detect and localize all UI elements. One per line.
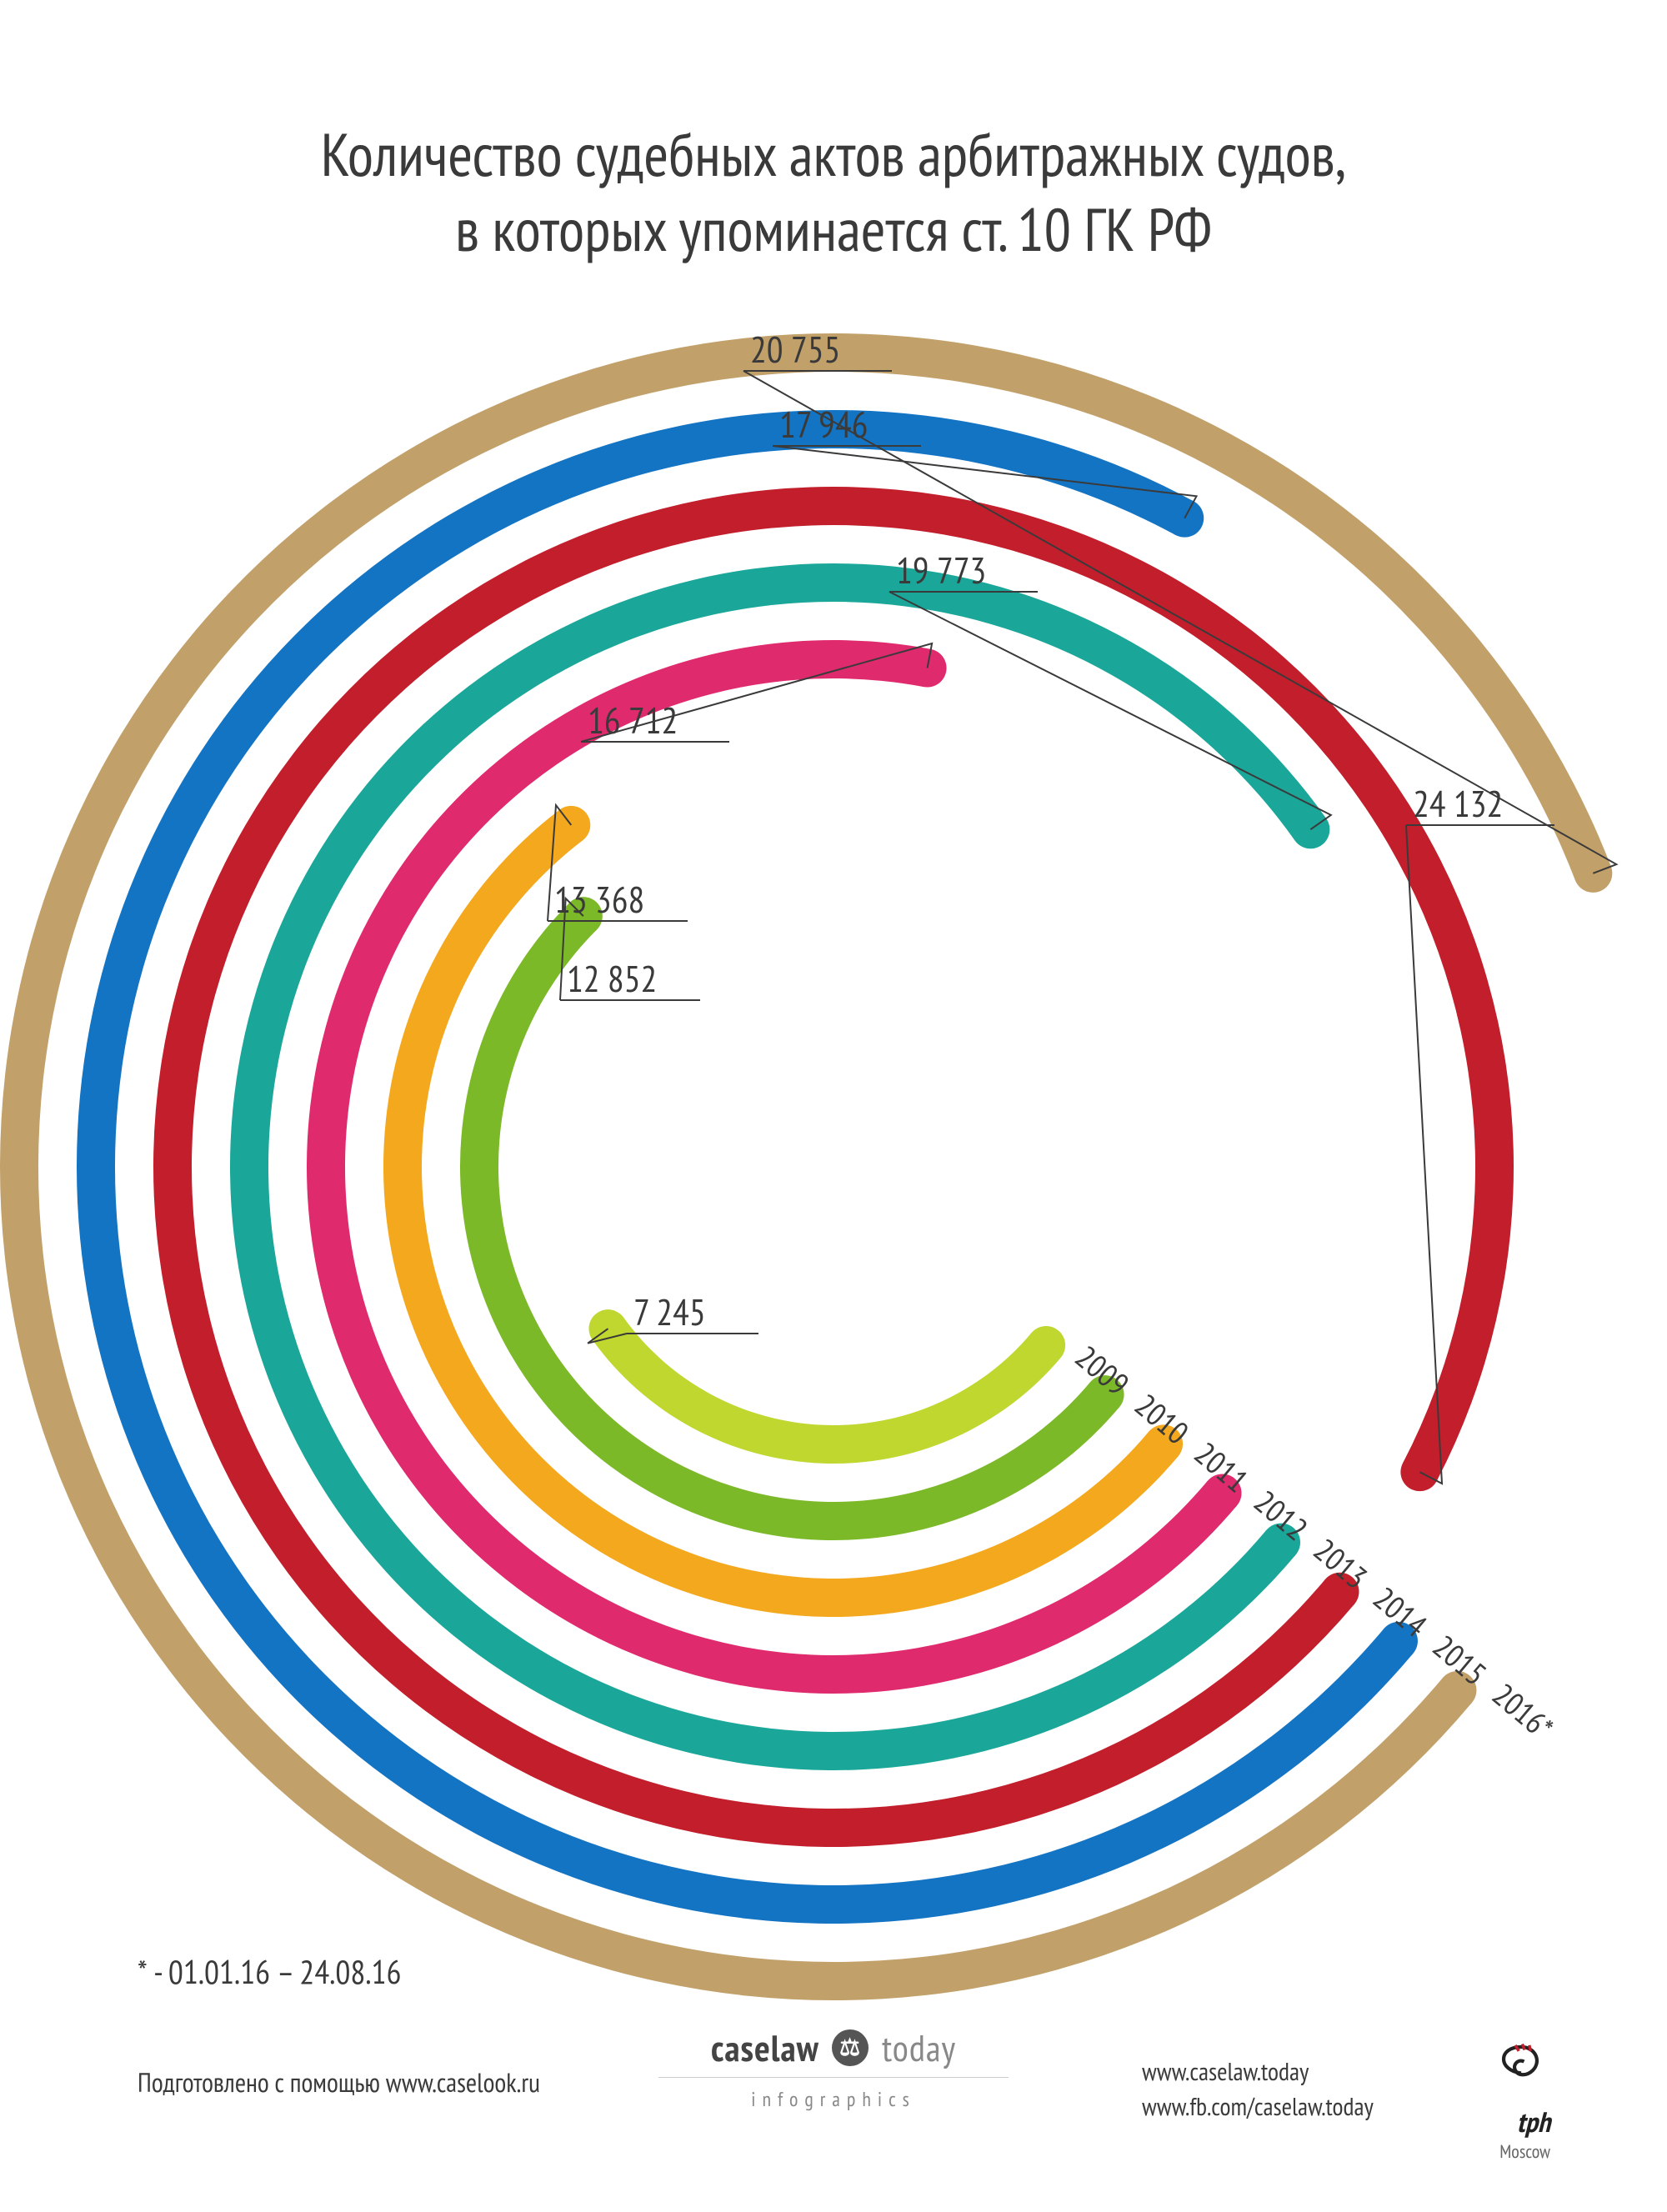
value-label-2014: 24 132 (1413, 780, 1503, 828)
footer-prepared: Подготовлено с помощью www.caselook.ru (138, 2064, 540, 2099)
page: Количество судебных актов арбитражных су… (0, 0, 1667, 2212)
value-label-2010: 12 852 (567, 955, 657, 1003)
arc-2009 (593, 1318, 1061, 1464)
year-label-2011: 2011 (1186, 1434, 1256, 1502)
footer-link-2: www.fb.com/caselaw.today (1142, 2089, 1374, 2124)
arc-2011 (383, 810, 1179, 1617)
brand-subtitle: infographics (658, 2077, 1009, 2112)
brand-left: caselaw (711, 2024, 818, 2072)
year-label-2016: 2016* (1484, 1674, 1561, 1749)
year-label-2012: 2012 (1246, 1481, 1316, 1549)
value-label-2016: 20 755 (750, 326, 840, 373)
tph-city: Moscow (1492, 2140, 1550, 2164)
shell-icon (1492, 2041, 1550, 2099)
footer-brand: caselaw today infographics (658, 2024, 1009, 2112)
footer-tph-logo: tph Moscow (1492, 2041, 1550, 2164)
footer-link-1: www.caselaw.today (1142, 2054, 1374, 2089)
value-label-2009: 7 245 (633, 1289, 706, 1336)
footnote: * - 01.01.16 – 24.08.16 (138, 1950, 401, 1994)
value-label-2013: 19 773 (896, 547, 986, 594)
brand-right: today (882, 2024, 956, 2072)
tph-label: tph (1492, 2104, 1550, 2140)
arc-2012 (307, 640, 1237, 1694)
value-label-2011: 13 368 (554, 876, 644, 923)
year-label-2015: 2015 (1424, 1626, 1494, 1694)
value-label-2012: 16 712 (588, 697, 678, 744)
year-label-2014: 2014 (1365, 1578, 1435, 1646)
year-label-2009: 2009 (1067, 1337, 1137, 1405)
year-label-2013: 2013 (1305, 1529, 1375, 1598)
scales-icon (832, 2029, 869, 2066)
year-label-2010: 2010 (1127, 1385, 1197, 1454)
radial-chart: 20092010201120122013201420152016* 7 245 12… (0, 0, 1667, 2212)
footer-links: www.caselaw.today www.fb.com/caselaw.tod… (1142, 2054, 1374, 2124)
footer: Подготовлено с помощью www.caselook.ru c… (0, 2024, 1667, 2124)
value-label-2015: 17 946 (779, 401, 868, 448)
